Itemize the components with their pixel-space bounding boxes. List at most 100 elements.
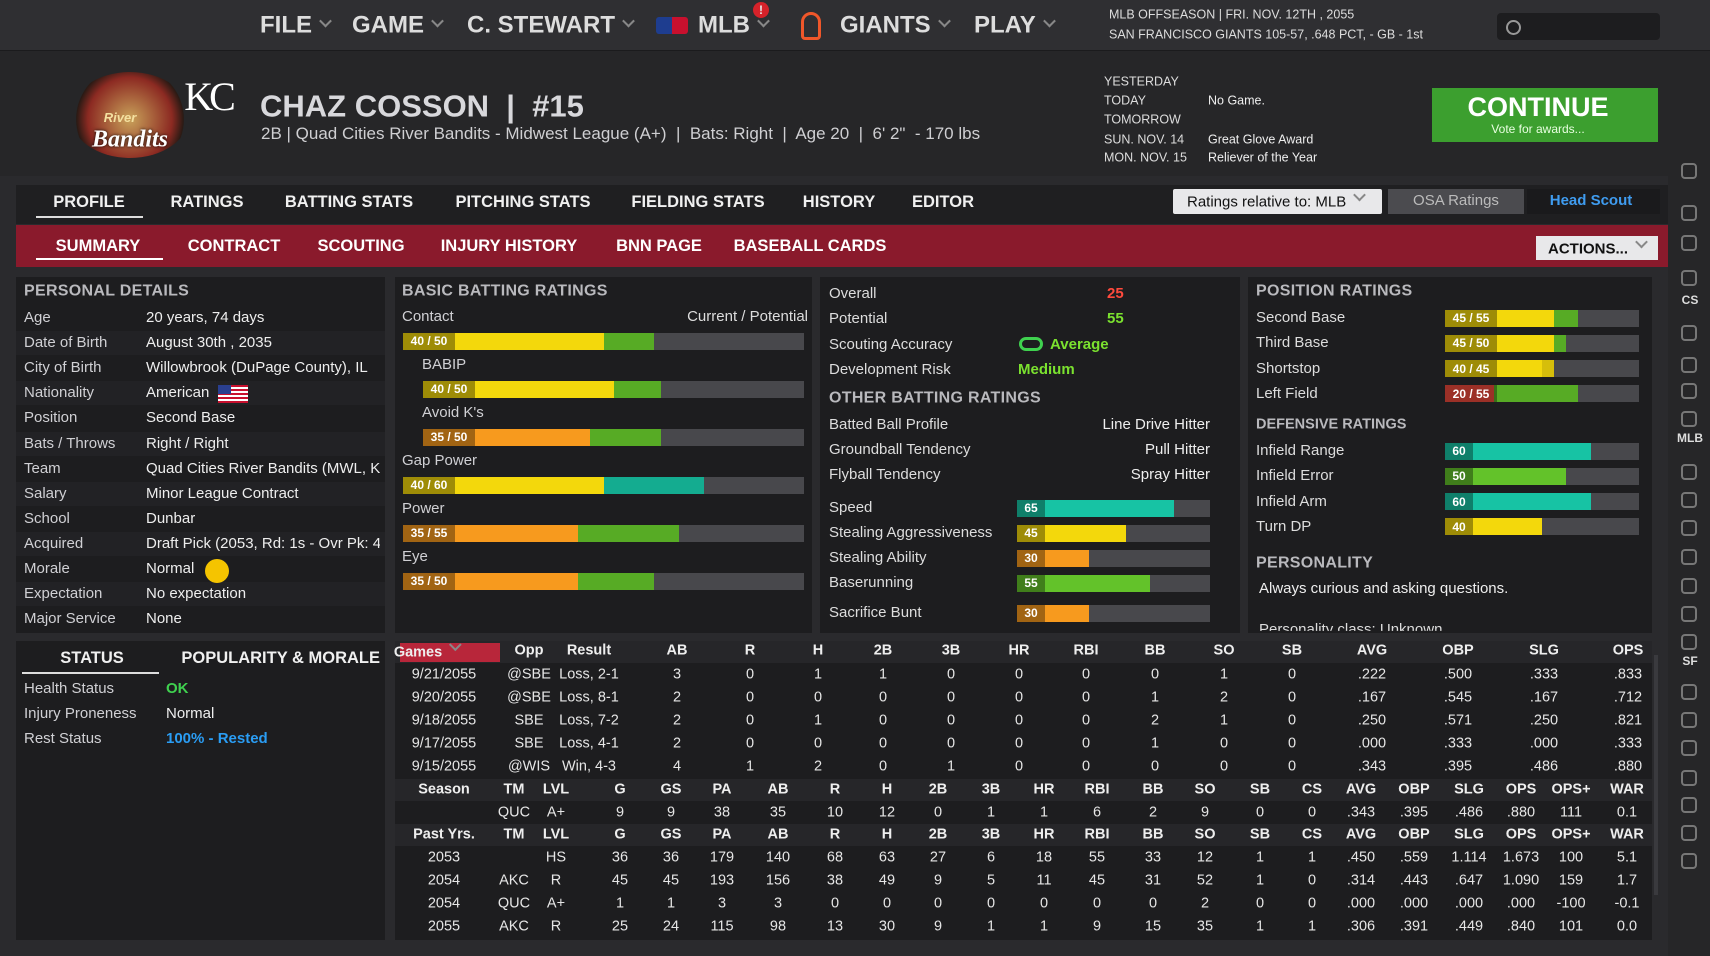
table-header: Result	[566, 642, 612, 659]
search-box[interactable]	[1497, 13, 1660, 40]
table-header: AVG	[1356, 642, 1388, 659]
tab[interactable]: EDITOR	[911, 193, 975, 212]
rating-name: Stealing Aggressiveness	[829, 524, 993, 541]
status-tab[interactable]: STATUS	[60, 649, 124, 668]
rating-label: 40 / 50	[430, 381, 468, 396]
table-header: Opp	[514, 642, 544, 659]
sidebar-icon[interactable]	[1681, 606, 1697, 622]
schedule-event: No Game.	[1208, 93, 1265, 108]
sidebar-icon[interactable]	[1681, 712, 1697, 728]
status-label: Rest Status	[24, 730, 102, 747]
menu[interactable]: PLAY	[974, 12, 1054, 41]
table-cell: 12	[878, 804, 896, 821]
continue-label[interactable]: CONTINUE	[1467, 91, 1609, 122]
table-cell: 0	[813, 689, 823, 706]
table-cell: 9/21/2055	[411, 666, 477, 683]
sidebar-icon[interactable]	[1681, 770, 1697, 786]
table-cell: QUC	[497, 804, 531, 821]
tab[interactable]: PROFILE	[53, 193, 125, 212]
table-header: HR	[1008, 642, 1030, 659]
sidebar-icon[interactable]	[1681, 684, 1697, 700]
continue-hint: Vote for awards...	[1491, 121, 1585, 136]
menu[interactable]: GIANTS	[840, 12, 949, 41]
table-cell: 45	[662, 872, 680, 889]
tab[interactable]: PITCHING STATS	[455, 193, 591, 212]
sidebar-icon[interactable]	[1681, 383, 1697, 399]
table-cell: 24	[662, 918, 680, 935]
sidebar-icon[interactable]	[1681, 825, 1697, 841]
sidebar-icon[interactable]	[1681, 797, 1697, 813]
rating-label-box	[423, 428, 475, 446]
table-cell: 2	[1150, 712, 1160, 729]
subtab[interactable]: BNN PAGE	[616, 237, 702, 256]
tab[interactable]: RATINGS	[170, 193, 244, 212]
sidebar-icon[interactable]	[1681, 270, 1697, 286]
sidebar-icon[interactable]	[1681, 634, 1697, 650]
table-cell: 15	[1144, 918, 1162, 935]
subtab[interactable]: CONTRACT	[187, 237, 281, 256]
continue-button[interactable]	[1432, 88, 1658, 142]
tab[interactable]: BATTING STATS	[284, 193, 414, 212]
sidebar-icon[interactable]	[1681, 411, 1697, 427]
table-cell: Loss, 7-2	[559, 712, 619, 729]
rating-label-box	[403, 572, 455, 590]
sidebar-icon[interactable]	[1681, 520, 1697, 536]
detail-label: Bats / Throws	[24, 434, 116, 452]
section-title: PERSONAL DETAILS	[24, 282, 190, 300]
sidebar-icon[interactable]	[1681, 357, 1697, 373]
table-cell: 2054	[427, 895, 461, 912]
table-cell: 2	[1200, 895, 1210, 912]
subtab[interactable]: SUMMARY	[55, 237, 141, 256]
menu[interactable]: GAME	[352, 12, 442, 41]
status-tab[interactable]: POPULARITY & MORALE	[181, 649, 380, 668]
tab[interactable]: HISTORY	[802, 193, 876, 212]
osa-button[interactable]	[1388, 189, 1524, 214]
sidebar-icon[interactable]	[1681, 492, 1697, 508]
table-cell: .821	[1613, 712, 1643, 729]
table-cell: .000	[1357, 735, 1387, 752]
table-header: 2B	[928, 781, 948, 798]
sidebar-icon[interactable]	[1681, 853, 1697, 869]
sidebar-icon[interactable]	[1681, 325, 1697, 341]
binoculars-icon	[1019, 337, 1043, 351]
summary-value: 25	[1107, 285, 1124, 302]
menu[interactable]: FILE	[260, 12, 330, 41]
table-header: 2B	[873, 642, 893, 659]
detail-value: August 30th , 2035	[146, 334, 272, 352]
sidebar-icon[interactable]	[1681, 464, 1697, 480]
rating-value	[1445, 467, 1567, 485]
table-cell: 0	[1014, 689, 1024, 706]
sidebar-icon[interactable]	[1681, 578, 1697, 594]
table-cell: 2	[1219, 689, 1229, 706]
tab[interactable]: FIELDING STATS	[631, 193, 765, 212]
subtab[interactable]: INJURY HISTORY	[440, 237, 578, 256]
panel	[16, 641, 385, 940]
sidebar-icon[interactable]	[1681, 163, 1697, 179]
sidebar-icon[interactable]	[1681, 205, 1697, 221]
table-cell: 0	[1092, 895, 1102, 912]
detail-label: Age	[24, 309, 51, 326]
menu[interactable]: C. STEWART	[467, 12, 633, 41]
sidebar-icon[interactable]	[1681, 549, 1697, 565]
scout-button[interactable]	[1527, 189, 1660, 214]
table-cell: 5.1	[1616, 849, 1638, 866]
flag-canton	[218, 385, 231, 394]
table-header: H	[881, 781, 893, 798]
table-cell: 156	[765, 872, 791, 889]
rating-label-box	[1445, 360, 1497, 378]
menu[interactable]: MLB	[698, 12, 768, 41]
table-header: SB	[1249, 826, 1271, 843]
table-cell: .712	[1613, 689, 1643, 706]
subtab[interactable]: SCOUTING	[317, 237, 405, 256]
table-cell: 5	[986, 872, 996, 889]
detail-value: Dunbar	[146, 509, 196, 527]
table-cell: 0	[1307, 895, 1317, 912]
sidebar-icon[interactable]	[1681, 740, 1697, 756]
table-cell: 31	[1144, 872, 1162, 889]
sidebar-icon[interactable]	[1681, 235, 1697, 251]
table-cell: .333	[1443, 735, 1473, 752]
table-cell: .443	[1399, 872, 1429, 889]
subtab[interactable]: BASEBALL CARDS	[733, 237, 887, 256]
table-header: WAR	[1610, 781, 1644, 798]
rating-current	[423, 428, 590, 446]
